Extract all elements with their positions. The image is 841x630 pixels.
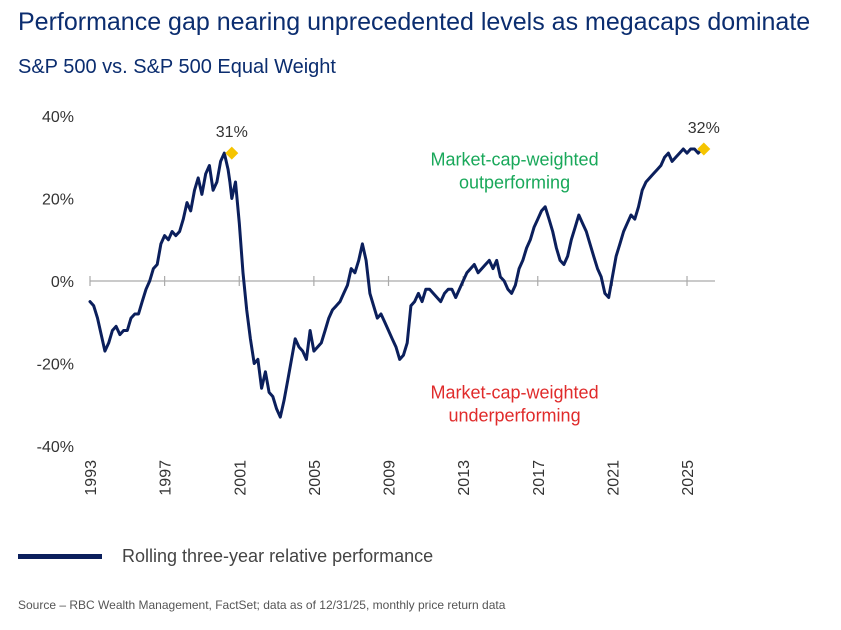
source-note: Source – RBC Wealth Management, FactSet;… (18, 598, 506, 612)
highlight-marker (225, 146, 239, 160)
highlight-marker (697, 142, 711, 156)
y-tick-label: 0% (51, 274, 74, 291)
y-tick-label: 40% (42, 109, 74, 126)
line-chart: -40% -20% 0% 20% 40% 1993 1997 2001 2005 2009 201… (37, 109, 720, 496)
series-line (88, 147, 708, 419)
highlight-markers: 31% 32% (216, 120, 720, 160)
annotation-text: Market-cap-weighted (431, 383, 599, 403)
highlight-label: 32% (688, 120, 720, 137)
y-tick-label: 20% (42, 192, 74, 209)
x-tick-label: 2013 (456, 460, 473, 496)
x-tick-label: 1997 (158, 460, 175, 496)
chart-title: Performance gap nearing unprecedented le… (18, 8, 811, 36)
x-tick-label: 2017 (531, 460, 548, 496)
y-axis: -40% -20% 0% 20% 40% (37, 109, 74, 456)
x-tick-label: 2021 (605, 460, 622, 496)
x-tick-label: 1993 (83, 460, 100, 496)
highlight-label: 31% (216, 124, 248, 141)
annotation-text: underperforming (449, 406, 581, 426)
x-tick-label: 2005 (307, 460, 324, 496)
x-tick-label: 2001 (232, 460, 249, 496)
series-group (88, 147, 708, 419)
legend-label: Rolling three-year relative performance (122, 545, 434, 566)
x-tick-label: 2025 (680, 460, 697, 496)
y-tick-label: -20% (37, 357, 74, 374)
legend: Rolling three-year relative performance (18, 544, 433, 568)
zero-axis (89, 276, 715, 286)
chart-subtitle: S&P 500 vs. S&P 500 Equal Weight (18, 56, 336, 78)
x-axis: 1993 1997 2001 2005 2009 2013 2017 2021 2025 (83, 460, 697, 496)
y-tick-label: -40% (37, 439, 74, 456)
annotations: Market-cap-weighted outperforming Market-c… (431, 150, 599, 426)
legend-line-swatch (18, 553, 102, 559)
x-tick-label: 2009 (382, 460, 399, 496)
annotation-text: outperforming (459, 173, 570, 193)
annotation-text: Market-cap-weighted (431, 150, 599, 170)
